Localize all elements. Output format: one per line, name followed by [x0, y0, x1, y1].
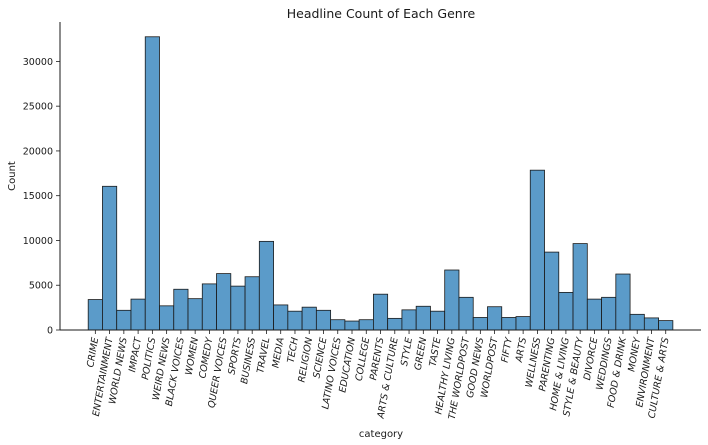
bar-black-voices	[173, 288, 189, 331]
bar-business	[244, 276, 260, 331]
bar-college	[358, 319, 374, 331]
bar-sports	[230, 285, 246, 331]
bar-weird-news	[159, 305, 175, 331]
y-tick-label: 25000	[23, 102, 53, 113]
bar-worldpost	[487, 306, 503, 331]
bar-the-worldpost	[458, 296, 474, 331]
bar-style-beauty	[572, 243, 588, 331]
y-tick-label: 15000	[23, 191, 53, 202]
x-tick-label: ARTS	[514, 337, 529, 364]
y-tick-label: 5000	[29, 281, 53, 292]
bar-women	[187, 298, 203, 331]
bar-money	[629, 313, 645, 331]
y-axis-label: Count	[7, 161, 18, 191]
y-ticks-group: 0 5000 10000 15000 20000 25000 30000	[23, 57, 60, 337]
x-tick-label: TRAVEL	[255, 337, 272, 375]
bar-home-living	[558, 291, 574, 331]
bar-politics	[144, 36, 160, 331]
bar-fifty	[501, 317, 517, 331]
x-axis-label: category	[359, 429, 403, 440]
bar-healthy-living	[444, 269, 460, 331]
bar-wellness	[529, 169, 545, 331]
bar-culture-arts	[658, 320, 674, 331]
bar-education	[344, 320, 360, 331]
bar-parents	[372, 293, 389, 331]
y-tick-label: 10000	[23, 236, 53, 247]
bar-media	[273, 304, 289, 331]
bar-parenting	[544, 251, 560, 331]
bar-religion	[301, 306, 317, 331]
y-tick-label: 0	[47, 326, 53, 337]
bar-comedy	[201, 283, 217, 331]
x-tick-label: FIFTY	[500, 335, 515, 363]
bar-arts	[515, 316, 531, 331]
bar-environment	[643, 317, 660, 331]
bars-group	[87, 36, 674, 331]
bar-green	[415, 305, 431, 331]
chart-title: Headline Count of Each Genre	[287, 6, 476, 21]
bar-impact	[130, 298, 146, 331]
bar-entertainment	[102, 185, 118, 331]
bar-crime	[87, 299, 103, 331]
bar-queer-voices	[216, 273, 232, 331]
bar-travel	[258, 240, 274, 331]
x-tick-label: CRIME	[85, 337, 101, 369]
bar-good-news	[472, 317, 488, 331]
bar-science	[315, 309, 332, 331]
bar-weddings	[601, 296, 617, 331]
x-tick-label: TECH	[286, 337, 301, 364]
x-tick-label: TASTE	[428, 337, 444, 368]
x-tick-label: MEDIA	[270, 337, 286, 369]
bar-tech	[287, 310, 303, 331]
bar-arts-culture	[387, 317, 403, 331]
bar-style	[401, 309, 417, 331]
y-tick-label: 20000	[23, 146, 53, 157]
y-tick-label: 30000	[23, 57, 53, 68]
bar-latino-voices	[330, 319, 346, 331]
bar-taste	[430, 310, 446, 331]
x-tick-label: STYLE	[399, 337, 415, 367]
bar-world-news	[116, 309, 132, 331]
bar-divorce	[586, 298, 602, 331]
bar-food-drink	[615, 273, 631, 331]
